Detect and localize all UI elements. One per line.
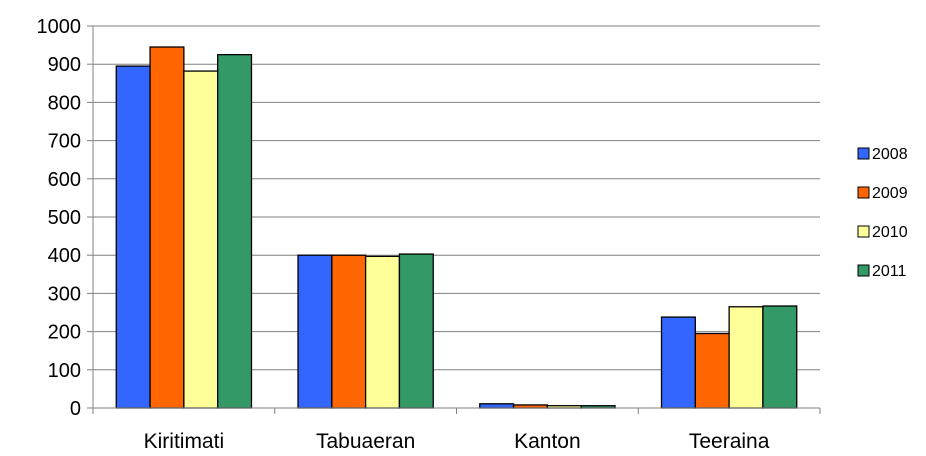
legend-label: 2009 xyxy=(872,185,908,202)
y-tick-label: 300 xyxy=(48,283,81,305)
y-tick-label: 900 xyxy=(48,54,81,76)
bar-2008-tabuaeran xyxy=(297,254,333,409)
y-tick-label: 100 xyxy=(48,360,81,382)
bar-2011-kiritimati xyxy=(217,54,253,409)
legend-label: 2008 xyxy=(872,146,908,163)
legend-swatch-2008 xyxy=(857,147,870,160)
bar-2009-tabuaeran xyxy=(331,254,367,409)
y-tick-label: 800 xyxy=(48,92,81,114)
y-tick-label: 700 xyxy=(48,131,81,153)
legend-swatch-2011 xyxy=(857,264,870,277)
x-tick-label: Teeraina xyxy=(689,430,770,453)
x-tick-label: Kanton xyxy=(514,430,581,453)
bar-2011-teeraina xyxy=(762,305,798,409)
bar-2010-tabuaeran xyxy=(364,255,401,409)
legend-label: 2011 xyxy=(872,263,907,280)
x-tick-label: Tabuaeran xyxy=(316,430,415,453)
bar-2011-tabuaeran xyxy=(398,253,434,409)
bar-2010-kiritimati xyxy=(183,70,219,409)
y-tick-label: 200 xyxy=(48,322,81,344)
bar-2008-kiritimati xyxy=(115,65,151,409)
bar-2009-kiritimati xyxy=(149,46,185,409)
bar-2009-teeraina xyxy=(694,332,730,409)
legend-swatch-2009 xyxy=(857,186,870,199)
bar-2008-kanton xyxy=(479,403,515,409)
x-axis: Kiritimati Tabuaeran Kanton Teeraina xyxy=(92,407,821,453)
legend: 2008 2009 2010 2011 xyxy=(857,146,908,280)
y-tick-label: 400 xyxy=(48,245,81,267)
y-tick-label: 1000 xyxy=(37,16,82,38)
x-tick-label: Kiritimati xyxy=(144,430,225,453)
bars xyxy=(115,46,798,409)
y-axis: 0 100 200 300 400 500 600 700 800 900 1000 xyxy=(37,16,94,420)
y-tick-label: 600 xyxy=(48,169,81,191)
legend-swatch-2010 xyxy=(857,225,870,238)
legend-label: 2010 xyxy=(872,224,908,241)
y-tick-label: 500 xyxy=(48,207,81,229)
bar-2008-teeraina xyxy=(660,316,696,409)
y-tick-label: 0 xyxy=(70,398,81,420)
bar-2010-teeraina xyxy=(728,306,764,409)
